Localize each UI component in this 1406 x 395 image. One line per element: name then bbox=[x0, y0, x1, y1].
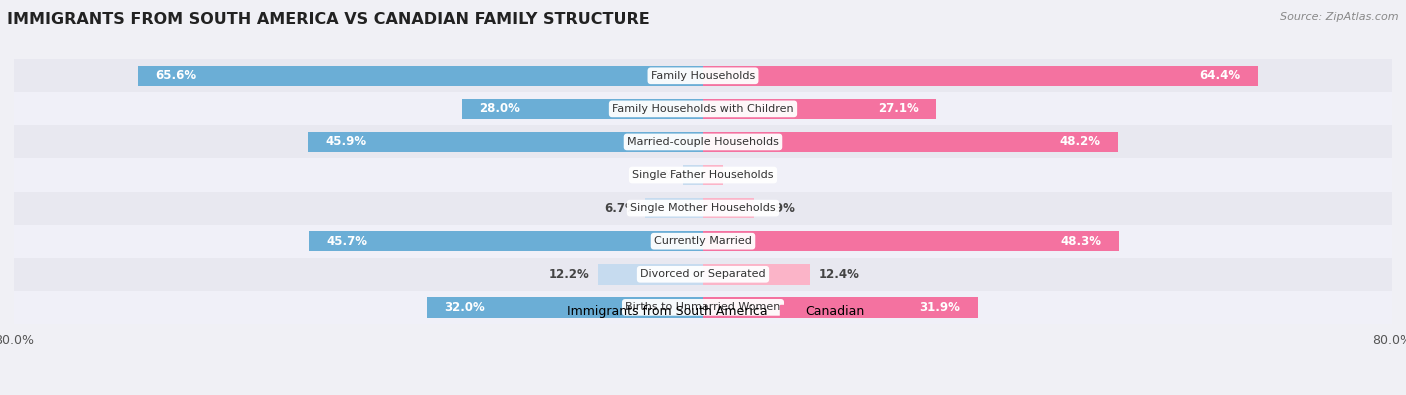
Text: IMMIGRANTS FROM SOUTH AMERICA VS CANADIAN FAMILY STRUCTURE: IMMIGRANTS FROM SOUTH AMERICA VS CANADIA… bbox=[7, 12, 650, 27]
Bar bbox=[14, 92, 1392, 126]
Legend: Immigrants from South America, Canadian: Immigrants from South America, Canadian bbox=[537, 300, 869, 323]
Text: Currently Married: Currently Married bbox=[654, 236, 752, 246]
Bar bbox=[14, 192, 1392, 225]
Bar bbox=[461, 99, 703, 119]
Text: 2.3%: 2.3% bbox=[643, 169, 675, 182]
Bar bbox=[703, 297, 977, 318]
Bar bbox=[309, 231, 703, 252]
Bar bbox=[703, 264, 810, 284]
Text: 64.4%: 64.4% bbox=[1199, 69, 1240, 82]
Bar bbox=[703, 99, 936, 119]
Bar bbox=[703, 132, 1118, 152]
Bar bbox=[703, 198, 754, 218]
Text: 45.7%: 45.7% bbox=[326, 235, 367, 248]
Text: 32.0%: 32.0% bbox=[444, 301, 485, 314]
Bar bbox=[598, 264, 703, 284]
Bar bbox=[645, 198, 703, 218]
Text: Family Households with Children: Family Households with Children bbox=[612, 104, 794, 114]
Text: 48.2%: 48.2% bbox=[1060, 135, 1101, 149]
Text: Births to Unmarried Women: Births to Unmarried Women bbox=[626, 302, 780, 312]
Bar bbox=[14, 258, 1392, 291]
Bar bbox=[14, 125, 1392, 158]
Text: Single Mother Households: Single Mother Households bbox=[630, 203, 776, 213]
Bar bbox=[703, 165, 723, 185]
Text: 28.0%: 28.0% bbox=[479, 102, 520, 115]
Text: 31.9%: 31.9% bbox=[920, 301, 960, 314]
Text: Family Households: Family Households bbox=[651, 71, 755, 81]
Text: Divorced or Separated: Divorced or Separated bbox=[640, 269, 766, 279]
Text: 65.6%: 65.6% bbox=[155, 69, 197, 82]
Bar bbox=[14, 158, 1392, 192]
Bar bbox=[14, 291, 1392, 324]
Text: 6.7%: 6.7% bbox=[605, 201, 637, 214]
Text: 48.3%: 48.3% bbox=[1060, 235, 1102, 248]
Text: 12.2%: 12.2% bbox=[548, 268, 589, 281]
Text: Source: ZipAtlas.com: Source: ZipAtlas.com bbox=[1281, 12, 1399, 22]
Bar bbox=[703, 66, 1257, 86]
Text: 27.1%: 27.1% bbox=[879, 102, 920, 115]
Bar bbox=[14, 225, 1392, 258]
Bar bbox=[138, 66, 703, 86]
Bar bbox=[14, 59, 1392, 92]
Bar bbox=[683, 165, 703, 185]
Bar bbox=[427, 297, 703, 318]
Text: Single Father Households: Single Father Households bbox=[633, 170, 773, 180]
Text: 12.4%: 12.4% bbox=[818, 268, 859, 281]
Bar bbox=[308, 132, 703, 152]
Text: Married-couple Households: Married-couple Households bbox=[627, 137, 779, 147]
Text: 2.3%: 2.3% bbox=[731, 169, 763, 182]
Text: 45.9%: 45.9% bbox=[325, 135, 366, 149]
Text: 5.9%: 5.9% bbox=[762, 201, 796, 214]
Bar bbox=[703, 231, 1119, 252]
